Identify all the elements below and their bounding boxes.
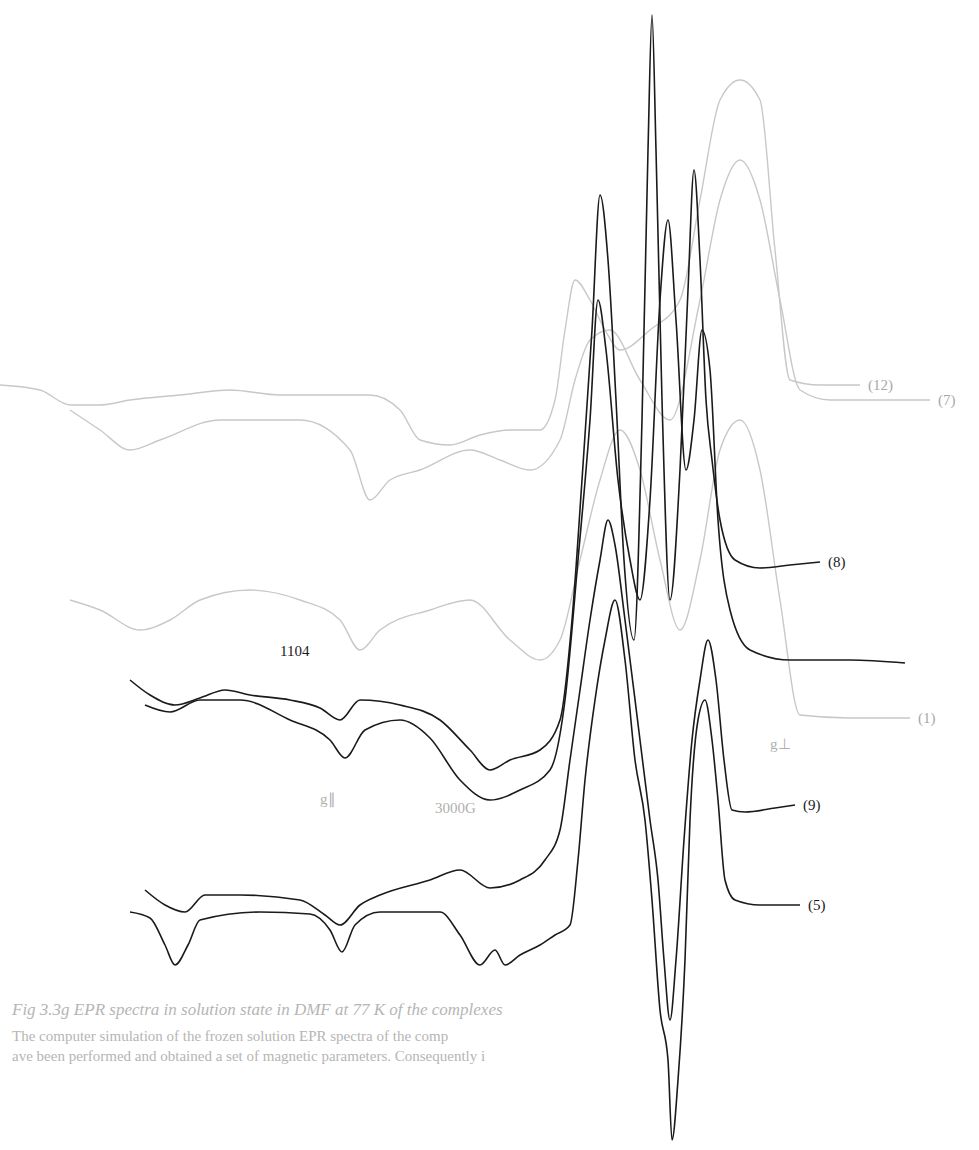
html-text:Fig 3.3g EPR spectra in soluti: Fig 3.3g EPR spectra in solution state i… <box>12 1000 503 1019</box>
html-text:3000G: 3000G <box>435 800 476 816</box>
svg-text:(8): (8) <box>828 554 846 571</box>
html-text:g⊥: g⊥ <box>770 736 791 752</box>
svg-text:(9): (9) <box>803 797 821 814</box>
svg-text:(1): (1) <box>918 710 936 727</box>
svg-text:(5): (5) <box>808 897 826 914</box>
html-text:The computer simulation of the: The computer simulation of the frozen so… <box>12 1028 449 1044</box>
svg-text:(12): (12) <box>868 377 893 394</box>
svg-text:(7): (7) <box>938 392 956 409</box>
html-text:ave been performed and obtaine: ave been performed and obtained a set of… <box>12 1048 486 1064</box>
html-text:g∥: g∥ <box>320 791 336 807</box>
html-text:1104: 1104 <box>280 643 310 659</box>
